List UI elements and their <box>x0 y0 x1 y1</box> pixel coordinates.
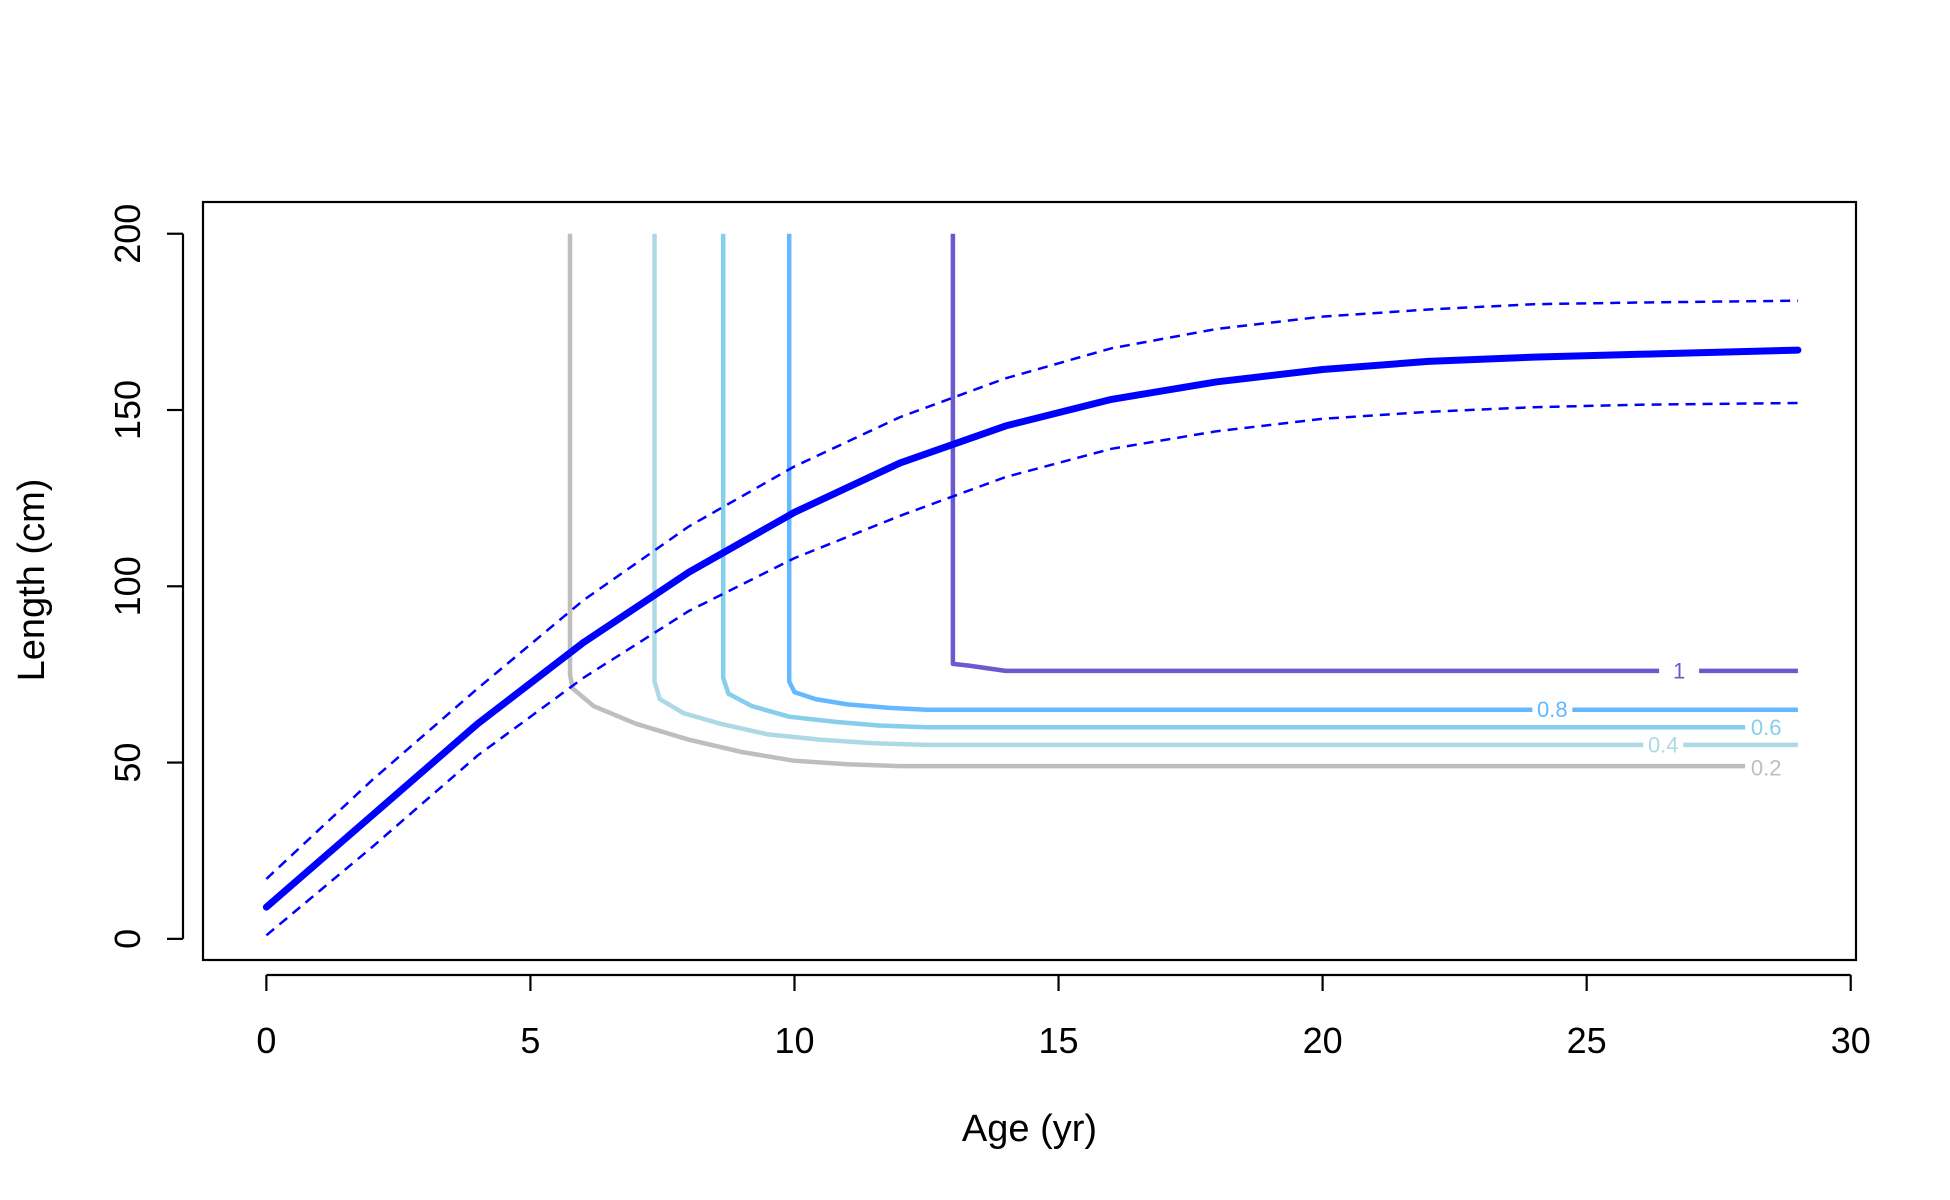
contour-0-2 <box>567 233 1746 769</box>
contour-0-4-label: 0.4 <box>1648 732 1679 757</box>
contour-0-8-label-bg <box>1532 697 1573 722</box>
y-tick-label: 100 <box>107 556 148 616</box>
contour-0-6 <box>720 233 1746 730</box>
x-tick-label: 5 <box>520 1020 540 1061</box>
contour-0-8-label: 0.8 <box>1537 697 1568 722</box>
y-tick-label: 0 <box>107 929 148 949</box>
contour-0-4 <box>652 233 1798 748</box>
upper-bound-line <box>265 299 1798 880</box>
y-axis-title: Length (cm) <box>11 479 53 682</box>
x-tick-label: 10 <box>774 1020 814 1061</box>
contour-0-6-label: 0.6 <box>1751 715 1782 740</box>
x-tick-label: 0 <box>256 1020 276 1061</box>
contour-0-2-label: 0.2 <box>1751 755 1782 780</box>
y-tick-label: 50 <box>107 743 148 783</box>
x-tick-label: 20 <box>1303 1020 1343 1061</box>
x-tick-label: 25 <box>1567 1020 1607 1061</box>
contour-layer: 0.2 0.4 0.6 0.8 1 <box>567 233 1798 780</box>
x-tick-label: 30 <box>1831 1020 1871 1061</box>
contour-0-6-label-bg <box>1746 715 1787 740</box>
x-axis-title: Age (yr) <box>962 1108 1097 1150</box>
growth-curve-layer <box>262 299 1802 937</box>
plot-frame <box>201 200 1858 962</box>
y-tick-label: 150 <box>107 380 148 440</box>
contour-1 <box>950 233 1798 674</box>
axes-layer: 0 5 10 15 20 25 30 0 50 100 150 200 <box>107 200 1871 1061</box>
growth-curve-line <box>262 346 1802 911</box>
contour-0-4-label-bg <box>1643 732 1684 757</box>
contour-0-2-label-bg <box>1746 755 1787 780</box>
contour-1-label: 1 <box>1673 658 1685 683</box>
x-tick-label: 15 <box>1039 1020 1079 1061</box>
contour-0-8 <box>786 233 1798 712</box>
contour-1-label-bg <box>1659 658 1700 683</box>
y-tick-label: 200 <box>107 204 148 264</box>
